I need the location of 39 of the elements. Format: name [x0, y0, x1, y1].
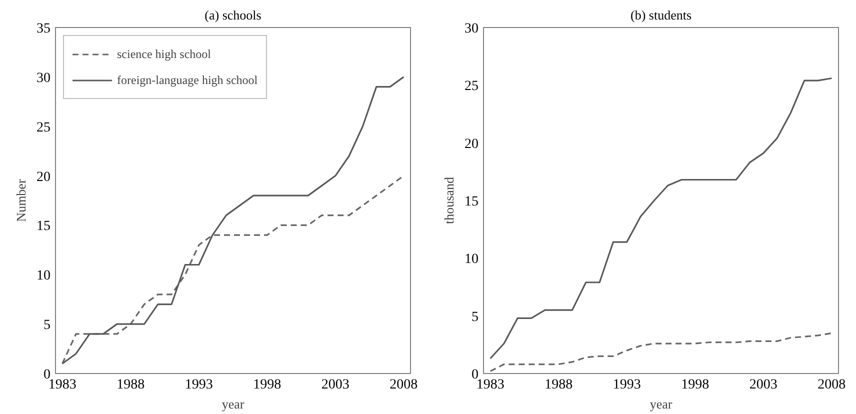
y-tick-label: 30 — [36, 70, 50, 86]
x-tick-label: 1988 — [544, 378, 573, 392]
y-tick-label: 10 — [36, 268, 50, 284]
y-tick-label: 0 — [44, 368, 50, 382]
line-series — [62, 76, 404, 364]
x-tick-label: 1983 — [48, 378, 76, 392]
line-series — [62, 174, 404, 364]
x-tick-label: 1993 — [184, 378, 213, 392]
x-tick-label: 2008 — [390, 378, 418, 392]
y-tick-label: 20 — [36, 170, 50, 185]
y-tick-label: 25 — [464, 79, 478, 94]
y-tick-label: 5 — [44, 318, 50, 334]
x-tick-label: 1998 — [253, 378, 282, 392]
y-tick-label: 30 — [464, 22, 478, 36]
x-tick-label: 2003 — [749, 378, 778, 392]
y-tick-label: 20 — [464, 136, 478, 152]
y-tick-label: 25 — [36, 120, 50, 136]
x-tick-label: 2008 — [818, 378, 846, 392]
x-tick-label: 1983 — [476, 378, 504, 392]
y-tick-label: 0 — [472, 368, 478, 382]
y-tick-label: 5 — [472, 310, 478, 325]
legend-label: foreign-language high school — [117, 72, 258, 88]
y-tick-label: 15 — [36, 219, 50, 234]
x-axis-title: year — [650, 396, 673, 412]
x-axis-title: year — [222, 396, 245, 412]
y-axis-title: Number — [14, 178, 28, 222]
line-series — [490, 332, 832, 372]
x-tick-label: 2003 — [321, 378, 350, 392]
y-tick-label: 15 — [464, 194, 478, 210]
y-tick-label: 10 — [464, 252, 478, 268]
x-tick-label: 1988 — [116, 378, 145, 392]
chart-title: (a) schools — [204, 8, 262, 22]
y-tick-label: 35 — [36, 22, 50, 36]
x-tick-label: 1993 — [612, 378, 641, 392]
line-series — [490, 77, 832, 360]
legend-label: science high school — [117, 46, 211, 62]
x-tick-label: 1998 — [681, 378, 710, 392]
y-axis-title: thousand — [442, 176, 456, 224]
chart-title: (b) students — [630, 8, 692, 22]
